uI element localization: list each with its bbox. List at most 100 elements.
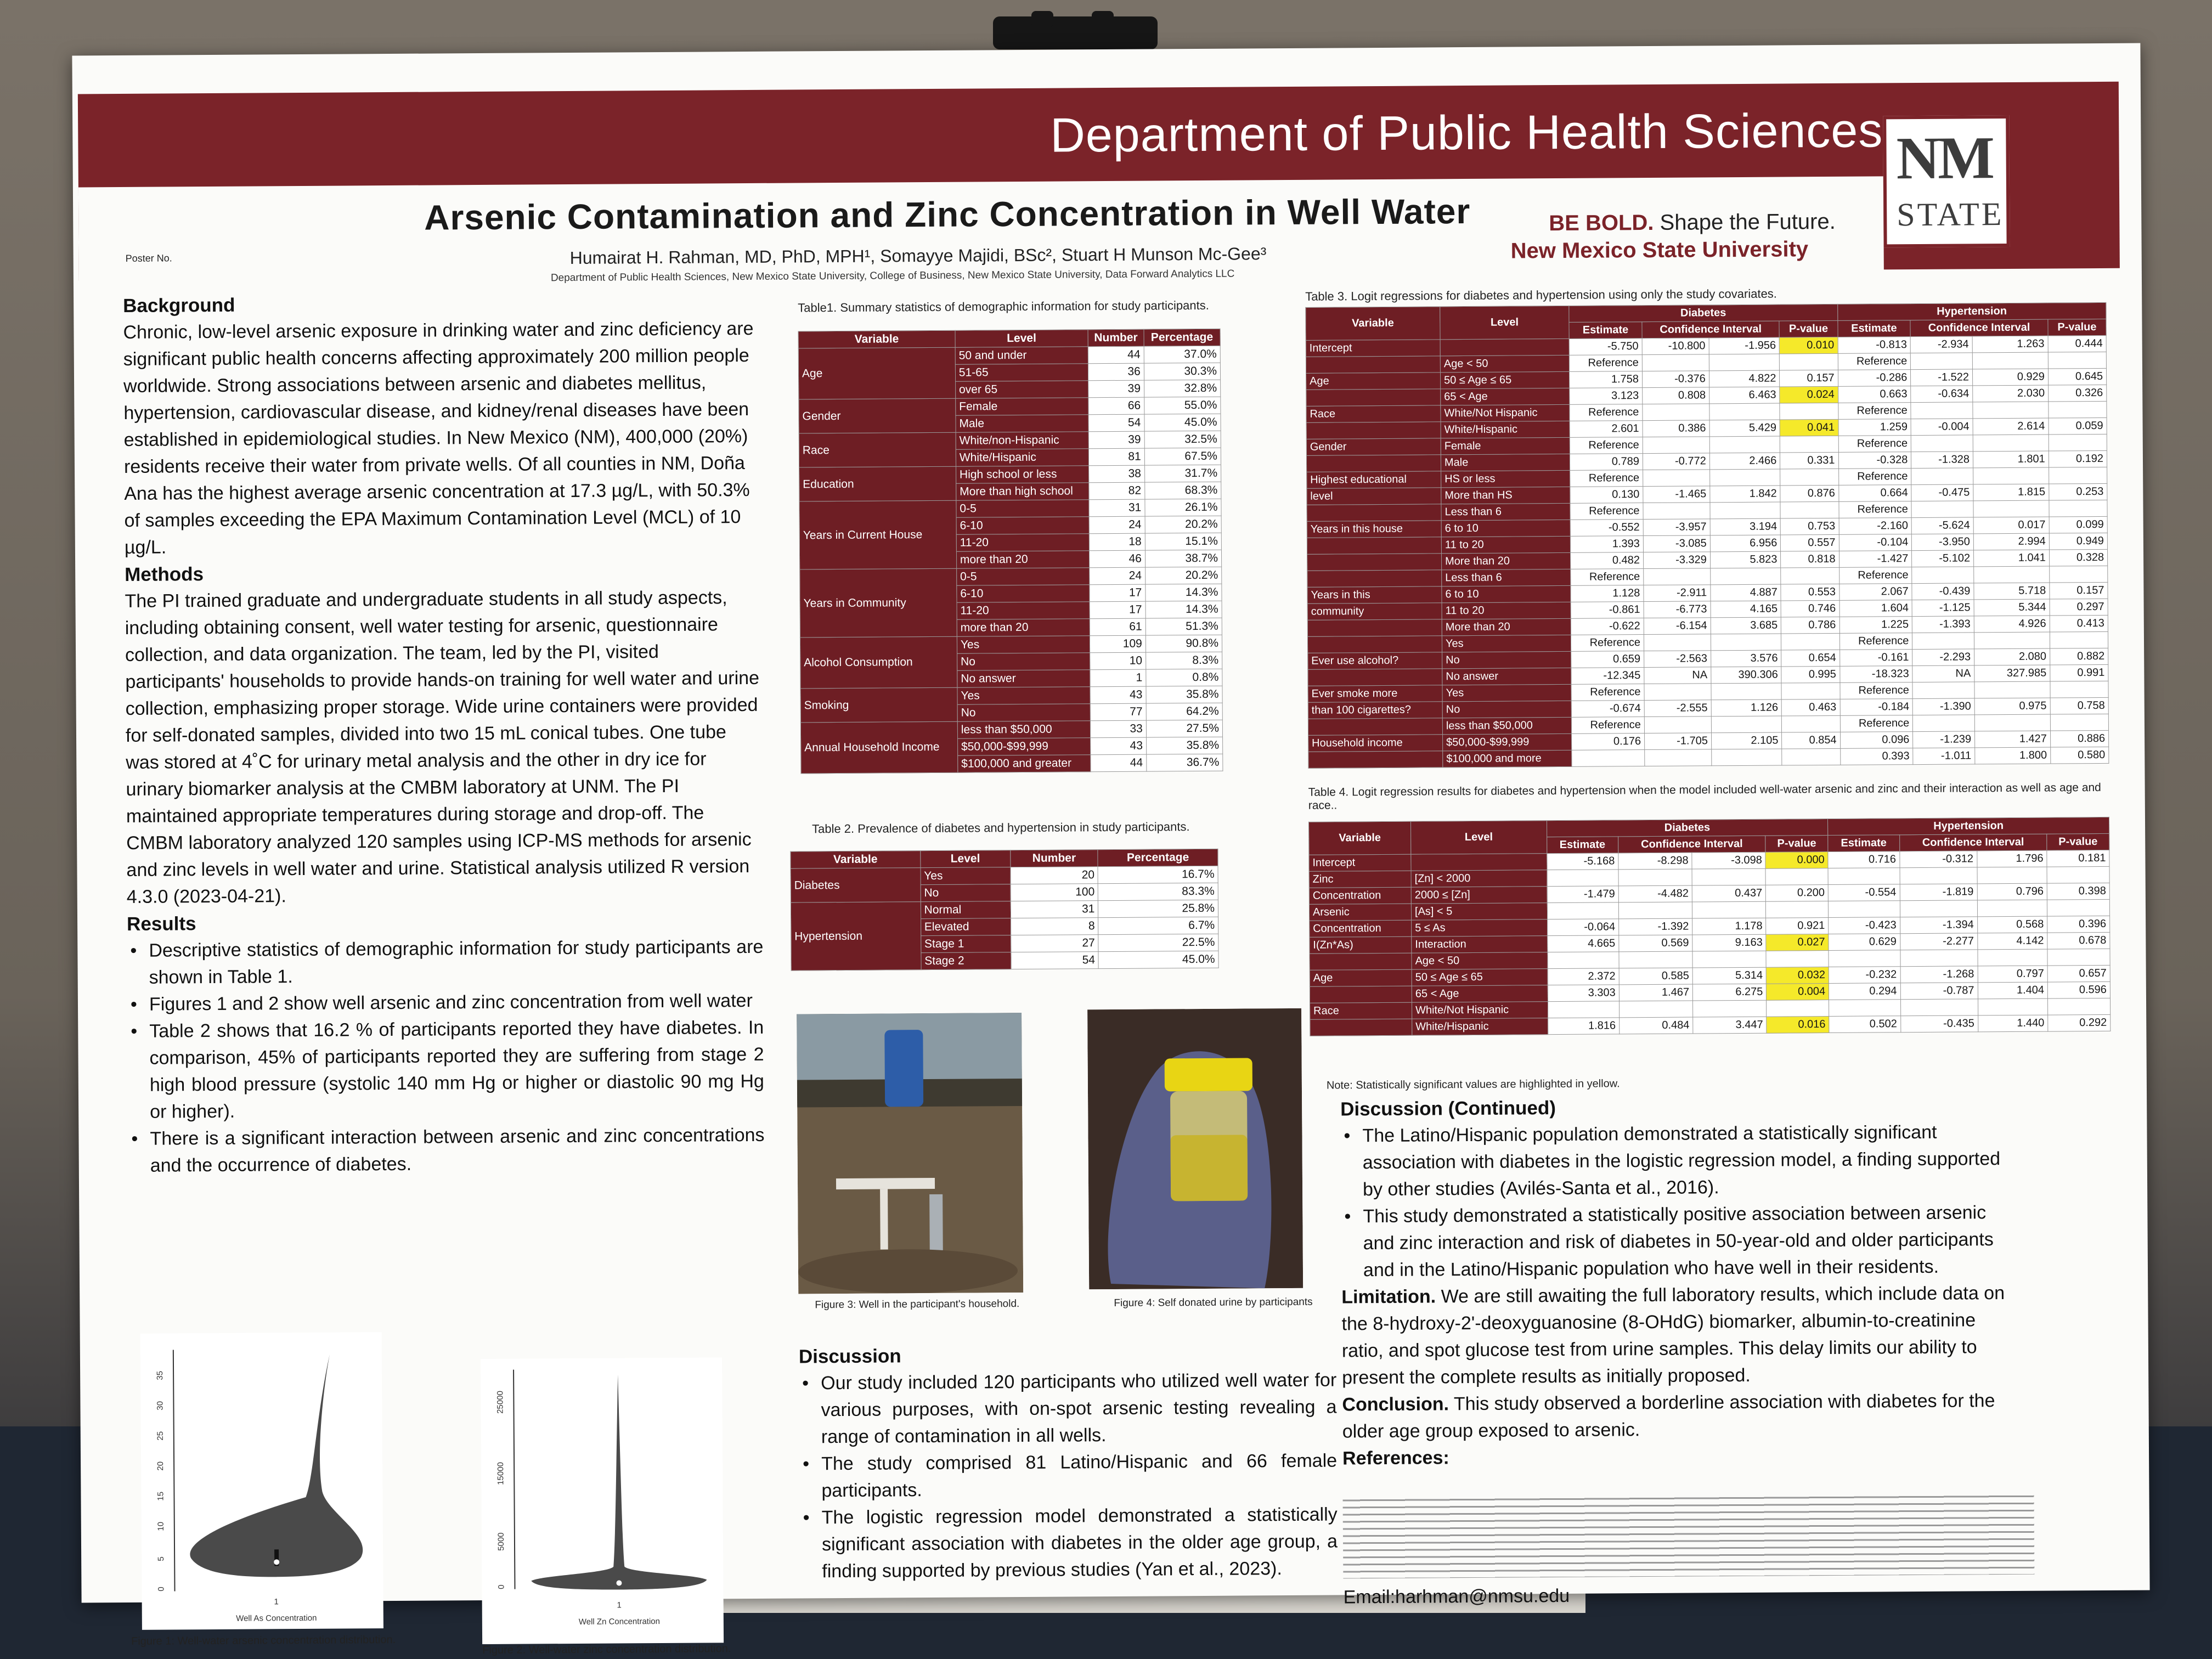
table-value-cell: 0.192	[2049, 450, 2107, 468]
table-number-cell: 17	[1090, 601, 1146, 619]
table-number-cell: 100	[1010, 883, 1098, 901]
fig1-xtick: 1	[274, 1597, 278, 1606]
fig1-ytick: 35	[155, 1371, 165, 1380]
table-variable-cell	[1306, 421, 1441, 439]
table-number-cell: 54	[1088, 414, 1144, 432]
table-value-cell	[1709, 469, 1781, 486]
table-value-cell	[1977, 900, 2047, 917]
table-value-cell: 0.553	[1781, 584, 1839, 601]
table-number-cell: 61	[1090, 618, 1146, 636]
table-level-cell: less than $50,000	[957, 720, 1091, 739]
table-header-row: Variable Level Number Percentage	[790, 849, 1218, 869]
table-value-cell: Reference	[1838, 402, 1911, 420]
table-variable-cell: Concentration	[1309, 887, 1412, 905]
table-value-cell: 0.629	[1828, 933, 1900, 951]
table-value-cell	[1977, 867, 2047, 884]
table-value-cell: 0.786	[1781, 617, 1839, 634]
table-value-cell: 5.429	[1709, 420, 1780, 437]
table-level-cell: Female	[955, 397, 1088, 416]
table-level-cell: Yes	[957, 686, 1091, 705]
table-value-cell	[1972, 352, 2049, 369]
table-value-cell: -0.376	[1642, 370, 1709, 388]
table-value-cell: 1.801	[1973, 451, 2049, 468]
tagline-bold: BE BOLD.	[1549, 210, 1654, 236]
table-value-cell: 5.344	[1973, 599, 2050, 616]
logo-nm: NM	[1896, 124, 1993, 192]
logo-state: STATE	[1897, 196, 2004, 233]
fig2-ytick: 25000	[495, 1391, 505, 1414]
table-value-cell: 0.017	[1973, 517, 2050, 534]
table-value-cell: -3.957	[1643, 518, 1711, 536]
results-heading: Results	[126, 913, 196, 935]
table-variable-cell	[1308, 718, 1443, 736]
table-value-cell: 0.200	[1765, 884, 1829, 902]
table-value-cell	[2049, 467, 2107, 484]
table-value-cell: 4.165	[1710, 601, 1781, 618]
table-value-cell: -12.345	[1571, 667, 1644, 685]
table-value-cell	[1978, 998, 2048, 1015]
table-value-cell	[2047, 899, 2110, 917]
table-variable-cell	[1307, 537, 1442, 555]
table-value-cell: 0.654	[1781, 650, 1840, 667]
table-value-cell	[1709, 502, 1781, 519]
discussion-continued-heading: Discussion (Continued)	[1340, 1097, 1556, 1120]
table-number-cell: 8	[1011, 917, 1099, 935]
table-variable-cell	[1307, 553, 1442, 571]
table-value-cell: 6.275	[1692, 984, 1767, 1001]
poster: Department of Public Health Sciences NM …	[72, 43, 2150, 1656]
table-value-cell: -2.934	[1910, 336, 1973, 353]
table-level-cell: over 65	[955, 380, 1088, 399]
table-value-cell	[1911, 467, 1973, 485]
table-value-cell	[1828, 867, 1900, 885]
table-number-cell: 1	[1090, 669, 1146, 687]
table-3: Variable Level Diabetes Hypertension Estimat…	[1305, 302, 2109, 769]
table-value-cell: 0.253	[2049, 483, 2107, 501]
table-header-cell: P-value	[1765, 835, 1829, 853]
table-level-cell: Female	[1441, 437, 1570, 455]
table-value-cell: 0.398	[2047, 883, 2110, 900]
table-variable-cell: than 100 cigarettes?	[1308, 701, 1443, 719]
table-number-cell: 43	[1090, 737, 1147, 755]
table-value-cell: -0.184	[1839, 698, 1913, 716]
table-value-cell: 0.010	[1779, 337, 1838, 354]
table-value-cell	[1618, 902, 1692, 919]
table-header-cell: Number	[1010, 849, 1098, 867]
table-level-cell: [As] < 5	[1411, 902, 1548, 921]
table-value-cell: -0.064	[1547, 918, 1619, 936]
discussion-continued-bullet: The Latino/Hispanic population demonstra…	[1340, 1119, 2016, 1204]
table-value-cell: 5.823	[1710, 551, 1781, 568]
fig1-xlabel: Well As Concentration	[236, 1613, 317, 1623]
table-header-cell: Estimate	[1569, 321, 1643, 339]
table-header-cell: Level	[920, 850, 1011, 868]
table-value-cell: 1.259	[1838, 419, 1911, 436]
table-value-cell: -1.239	[1912, 731, 1975, 748]
table-value-cell: 1.041	[1973, 550, 2050, 567]
table-value-cell: -3.098	[1691, 852, 1766, 870]
table-value-cell: 0.000	[1765, 851, 1829, 869]
table-value-cell: 0.796	[1977, 883, 2047, 900]
table-number-cell: 31	[1010, 900, 1099, 918]
table-value-cell	[1780, 469, 1839, 486]
table-value-cell: 2.466	[1709, 453, 1780, 470]
table-variable-cell: Race	[1306, 405, 1441, 423]
table-level-cell: 51-65	[955, 363, 1088, 382]
table-variable-cell	[1307, 635, 1442, 653]
table-value-cell: Reference	[1571, 716, 1645, 734]
table-value-cell: 0.663	[1838, 386, 1911, 403]
table-variable-cell	[1307, 619, 1442, 637]
table-value-cell: -4.482	[1618, 885, 1692, 902]
table-number-cell: 66	[1088, 397, 1144, 415]
table-variable-cell: Diabetes	[790, 867, 921, 903]
table-variable-cell: Gender	[1306, 438, 1441, 456]
table-value-cell: -0.475	[1911, 484, 1973, 501]
table-value-cell: 0.758	[2050, 697, 2109, 715]
table-level-cell: 11-20	[956, 601, 1090, 620]
table-value-cell: 2.614	[1972, 418, 2049, 435]
table-percent-cell: 20.2%	[1145, 567, 1222, 585]
discussion-bullet: The logistic regression model demonstrat…	[800, 1502, 1338, 1585]
table-level-cell: 6-10	[956, 584, 1090, 603]
table-2: Variable Level Number Percentage Diabetes Yes…	[790, 849, 1219, 971]
table-value-cell	[1692, 901, 1767, 919]
table-value-cell: -5.624	[1911, 517, 1974, 534]
discussion-bullet: Our study included 120 participants who …	[799, 1367, 1337, 1451]
